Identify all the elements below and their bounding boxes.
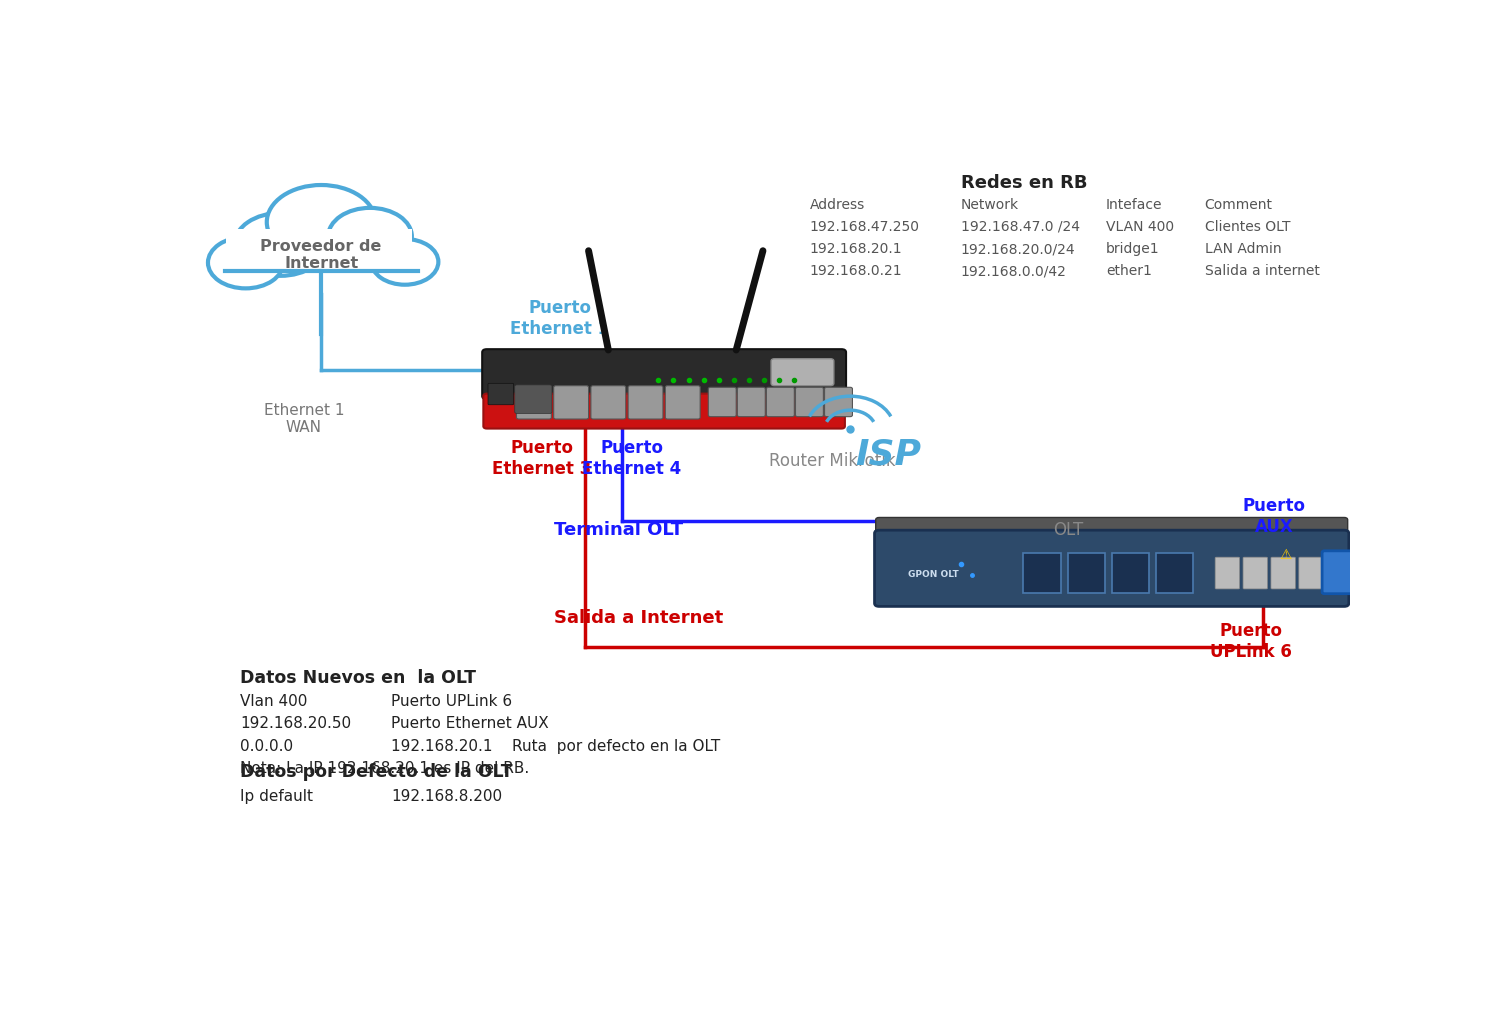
Text: GPON OLT: GPON OLT xyxy=(909,570,958,579)
Text: Clientes OLT: Clientes OLT xyxy=(1204,220,1290,234)
FancyBboxPatch shape xyxy=(1322,551,1358,594)
Text: Datos Nuevos en  la OLT: Datos Nuevos en la OLT xyxy=(240,669,476,687)
Text: Puerto Ethernet AUX: Puerto Ethernet AUX xyxy=(392,717,549,731)
Text: Ip default: Ip default xyxy=(240,790,314,804)
FancyBboxPatch shape xyxy=(1244,557,1268,589)
Text: 192.168.20.1    Ruta  por defecto en la OLT: 192.168.20.1 Ruta por defecto en la OLT xyxy=(392,738,720,754)
FancyBboxPatch shape xyxy=(226,229,412,270)
Text: bridge1: bridge1 xyxy=(1106,242,1160,256)
FancyBboxPatch shape xyxy=(708,388,736,417)
FancyBboxPatch shape xyxy=(516,386,552,419)
Text: LAN Admin: LAN Admin xyxy=(1204,242,1281,256)
FancyBboxPatch shape xyxy=(771,359,834,386)
Text: Datos por Defecto de la OLT: Datos por Defecto de la OLT xyxy=(240,763,513,781)
Circle shape xyxy=(267,185,375,260)
Text: 192.168.20.50: 192.168.20.50 xyxy=(240,717,351,731)
Text: 192.168.20.1: 192.168.20.1 xyxy=(810,242,901,256)
Text: 192.168.8.200: 192.168.8.200 xyxy=(392,790,502,804)
FancyBboxPatch shape xyxy=(766,388,795,417)
Text: Puerto
UPLink 6: Puerto UPLink 6 xyxy=(1210,622,1292,661)
Circle shape xyxy=(328,208,412,265)
FancyBboxPatch shape xyxy=(825,388,852,417)
Circle shape xyxy=(372,239,438,285)
Text: Router Mikrotik: Router Mikrotik xyxy=(768,453,896,470)
Text: VLAN 400: VLAN 400 xyxy=(1106,220,1174,234)
Text: ISP: ISP xyxy=(855,437,921,471)
FancyBboxPatch shape xyxy=(1270,557,1296,589)
Text: ⚠: ⚠ xyxy=(1280,547,1293,562)
Text: 192.168.0.0/42: 192.168.0.0/42 xyxy=(960,264,1066,278)
Text: Redes en RB: Redes en RB xyxy=(962,174,1088,192)
FancyBboxPatch shape xyxy=(488,384,513,405)
Text: Comment: Comment xyxy=(1204,198,1272,211)
Text: 192.168.20.0/24: 192.168.20.0/24 xyxy=(960,242,1076,256)
Text: 192.168.47.250: 192.168.47.250 xyxy=(810,220,919,234)
FancyBboxPatch shape xyxy=(1215,557,1239,589)
FancyBboxPatch shape xyxy=(483,394,844,429)
Text: Puerto
Ethernet 4: Puerto Ethernet 4 xyxy=(582,439,681,478)
Circle shape xyxy=(234,213,327,276)
Text: 0.0.0.0: 0.0.0.0 xyxy=(240,738,292,754)
FancyBboxPatch shape xyxy=(628,386,663,419)
FancyBboxPatch shape xyxy=(738,388,765,417)
FancyBboxPatch shape xyxy=(1156,554,1192,593)
Text: 192.168.0.21: 192.168.0.21 xyxy=(810,264,901,278)
Text: 192.168.47.0 /24: 192.168.47.0 /24 xyxy=(960,220,1080,234)
Text: Terminal OLT: Terminal OLT xyxy=(554,522,682,539)
FancyBboxPatch shape xyxy=(795,388,824,417)
FancyBboxPatch shape xyxy=(874,530,1348,606)
FancyBboxPatch shape xyxy=(554,386,588,419)
Text: Salida a internet: Salida a internet xyxy=(1204,264,1320,278)
FancyBboxPatch shape xyxy=(482,350,846,399)
Circle shape xyxy=(209,237,284,289)
Text: Puerto
Ethernet 3: Puerto Ethernet 3 xyxy=(492,439,591,478)
FancyBboxPatch shape xyxy=(216,241,420,293)
Text: Puerto
Ethernet 1: Puerto Ethernet 1 xyxy=(510,299,609,337)
FancyBboxPatch shape xyxy=(1112,554,1149,593)
FancyBboxPatch shape xyxy=(876,518,1347,539)
Text: Salida a Internet: Salida a Internet xyxy=(554,608,723,627)
Text: Address: Address xyxy=(810,198,864,211)
FancyBboxPatch shape xyxy=(1299,557,1323,589)
Text: Network: Network xyxy=(960,198,1018,211)
FancyBboxPatch shape xyxy=(514,385,552,413)
Text: Nota: La IP 192.168.20.1 es IP del RB.: Nota: La IP 192.168.20.1 es IP del RB. xyxy=(240,761,530,776)
Text: OLT: OLT xyxy=(1053,522,1084,539)
FancyBboxPatch shape xyxy=(1023,554,1060,593)
Text: Vlan 400: Vlan 400 xyxy=(240,694,308,709)
Text: Puerto
AUX: Puerto AUX xyxy=(1244,497,1306,536)
FancyBboxPatch shape xyxy=(666,386,700,419)
Text: Inteface: Inteface xyxy=(1106,198,1162,211)
Text: ether1: ether1 xyxy=(1106,264,1152,278)
FancyBboxPatch shape xyxy=(1068,554,1104,593)
Text: Ethernet 1
WAN: Ethernet 1 WAN xyxy=(264,403,344,435)
FancyBboxPatch shape xyxy=(591,386,626,419)
Text: Puerto UPLink 6: Puerto UPLink 6 xyxy=(392,694,512,709)
Text: Proveedor de
Internet: Proveedor de Internet xyxy=(261,238,382,271)
